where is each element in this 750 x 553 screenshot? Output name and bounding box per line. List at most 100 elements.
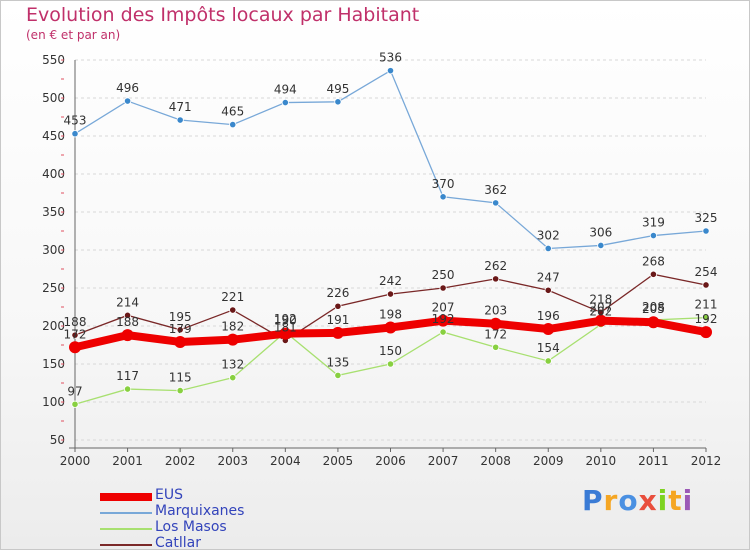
- data-point-catllar: [71, 331, 79, 339]
- data-label-los-masos: 192: [432, 312, 455, 326]
- data-label-catllar: 214: [116, 295, 139, 309]
- data-label-catllar: 268: [642, 254, 665, 268]
- y-tick-label: 500: [42, 91, 65, 105]
- data-label-los-masos: 97: [67, 384, 82, 398]
- data-point-los-masos: [334, 371, 342, 379]
- data-point-catllar: [492, 275, 500, 283]
- data-point-catllar: [334, 302, 342, 310]
- data-point-marquixanes: [229, 121, 237, 129]
- data-label-los-masos: 211: [695, 298, 718, 312]
- y-tick-label: 300: [42, 243, 65, 257]
- data-point-eus: [384, 321, 397, 334]
- data-point-los-masos: [71, 400, 79, 408]
- data-point-marquixanes: [492, 199, 500, 207]
- data-label-catllar: 226: [326, 286, 349, 300]
- logo-letter: r: [603, 484, 619, 517]
- data-label-catllar: 242: [379, 274, 402, 288]
- data-label-los-masos: 135: [326, 355, 349, 369]
- data-label-los-masos: 154: [537, 341, 560, 355]
- x-tick-label: 2008: [480, 454, 511, 468]
- data-point-catllar: [123, 311, 132, 319]
- data-label-marquixanes: 319: [642, 216, 665, 230]
- y-tick-label: 400: [42, 167, 65, 181]
- legend-swatch: [100, 489, 152, 505]
- data-label-marquixanes: 370: [432, 177, 455, 191]
- series-line-marquixanes: [74, 69, 707, 250]
- data-point-marquixanes: [386, 67, 395, 75]
- data-label-los-masos: 202: [589, 304, 612, 318]
- y-tick-label: 550: [42, 53, 65, 67]
- data-label-catllar: 221: [221, 290, 244, 304]
- y-tick-label: 350: [42, 205, 65, 219]
- legend-label: EUS: [155, 487, 183, 503]
- data-point-los-masos: [176, 386, 184, 395]
- x-tick-label: 2003: [217, 454, 248, 468]
- data-point-eus: [226, 333, 239, 346]
- y-tick-label: 100: [42, 395, 65, 409]
- data-label-eus: 198: [379, 308, 402, 322]
- data-point-marquixanes: [544, 244, 552, 253]
- data-label-los-masos: 132: [221, 358, 244, 372]
- data-point-eus: [594, 314, 607, 327]
- chart-subtitle: (en € et par an): [26, 28, 121, 42]
- x-tick-label: 2007: [428, 454, 459, 468]
- data-label-catllar: 218: [589, 292, 612, 306]
- data-point-eus: [121, 329, 134, 342]
- data-point-catllar: [544, 286, 552, 294]
- x-tick-label: 2009: [533, 454, 564, 468]
- y-tick-label: 250: [42, 281, 65, 295]
- data-label-catllar: 254: [695, 265, 718, 279]
- data-label-los-masos: 117: [116, 369, 139, 383]
- x-tick-label: 2005: [323, 454, 354, 468]
- data-label-catllar: 247: [537, 270, 560, 284]
- data-label-catllar: 195: [169, 310, 192, 324]
- legend-label: Catllar: [155, 535, 201, 551]
- data-label-catllar: 181: [274, 320, 297, 334]
- data-point-eus: [542, 323, 555, 336]
- data-label-catllar: 250: [432, 268, 455, 282]
- data-point-marquixanes: [123, 97, 132, 105]
- data-label-marquixanes: 453: [64, 114, 87, 128]
- data-point-eus: [174, 335, 187, 348]
- data-label-catllar: 262: [484, 259, 507, 273]
- data-point-marquixanes: [649, 231, 658, 240]
- data-point-catllar: [649, 270, 658, 278]
- x-tick-label: 2004: [270, 454, 301, 468]
- data-label-marquixanes: 495: [326, 82, 349, 96]
- data-label-eus: 191: [326, 313, 349, 327]
- data-point-los-masos: [544, 357, 552, 365]
- data-point-marquixanes: [71, 130, 79, 138]
- chart-title: Evolution des Impôts locaux par Habitant: [26, 4, 420, 26]
- y-tick-label: 50: [50, 433, 65, 447]
- x-tick-label: 2006: [375, 454, 406, 468]
- data-label-los-masos: 115: [169, 371, 192, 385]
- data-point-eus: [647, 316, 660, 329]
- logo-letter: P: [582, 484, 604, 517]
- data-label-eus: 196: [537, 309, 560, 323]
- data-label-eus: 182: [221, 320, 244, 334]
- data-point-catllar: [176, 326, 184, 334]
- data-label-eus: 203: [484, 304, 507, 318]
- x-tick-label: 2000: [60, 454, 91, 468]
- data-point-catllar: [229, 306, 237, 314]
- data-point-marquixanes: [597, 241, 605, 250]
- data-label-eus: 188: [116, 315, 139, 329]
- legend-label: Marquixanes: [155, 503, 245, 519]
- x-tick-label: 2010: [586, 454, 617, 468]
- y-tick-label: 200: [42, 319, 65, 333]
- y-tick-label: 150: [42, 357, 65, 371]
- data-label-eus: 207: [432, 301, 455, 315]
- data-point-catllar: [386, 290, 395, 298]
- data-label-eus: 172: [64, 327, 87, 341]
- data-label-marquixanes: 536: [379, 51, 402, 65]
- data-label-eus: 207: [589, 301, 612, 315]
- legend-label: Los Masos: [155, 519, 227, 535]
- data-point-marquixanes: [702, 227, 710, 235]
- data-label-marquixanes: 325: [695, 211, 718, 225]
- data-label-marquixanes: 471: [169, 100, 192, 114]
- data-point-eus: [700, 326, 712, 339]
- data-label-marquixanes: 494: [274, 83, 297, 97]
- legend-swatch: [100, 505, 152, 521]
- data-label-los-masos: 208: [642, 300, 665, 314]
